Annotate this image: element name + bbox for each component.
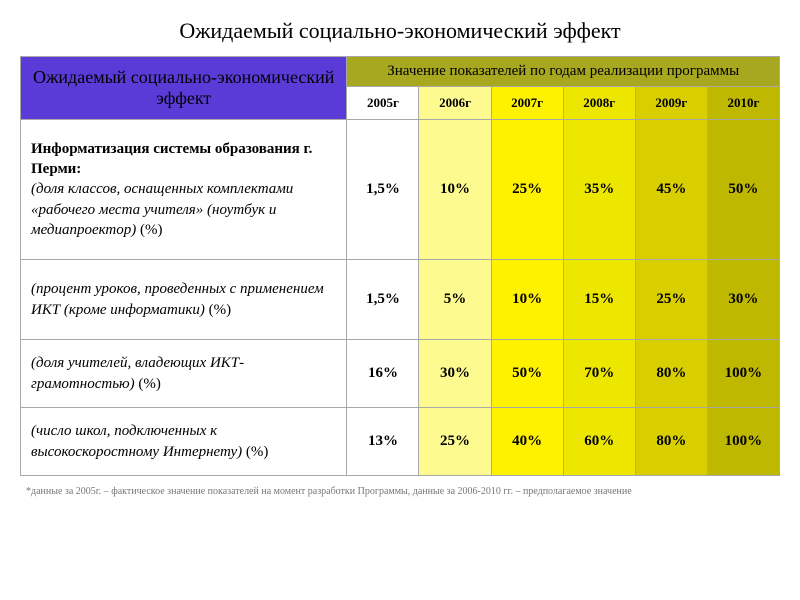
value-cell: 15% (563, 260, 635, 340)
header-year: 2010г (707, 87, 779, 120)
row-label: (процент уроков, проведенных с применени… (21, 260, 347, 340)
value-cell: 50% (707, 120, 779, 260)
row-label: Информатизация системы образования г. Пе… (21, 120, 347, 260)
value-cell: 60% (563, 408, 635, 476)
value-cell: 100% (707, 340, 779, 408)
header-year: 2007г (491, 87, 563, 120)
row-label-tail: (%) (136, 222, 162, 238)
value-cell: 70% (563, 340, 635, 408)
value-cell: 45% (635, 120, 707, 260)
value-cell: 1,5% (347, 260, 419, 340)
table-body: Информатизация системы образования г. Пе… (21, 120, 780, 476)
header-span-label: Значение показателей по годам реализации… (347, 57, 780, 87)
table-row: (число школ, подключенных к высокоскорос… (21, 408, 780, 476)
value-cell: 16% (347, 340, 419, 408)
table-head: Ожидаемый социально-экономический эффект… (21, 57, 780, 120)
header-year: 2009г (635, 87, 707, 120)
header-year: 2006г (419, 87, 491, 120)
row-label: (число школ, подключенных к высокоскорос… (21, 408, 347, 476)
value-cell: 40% (491, 408, 563, 476)
row-label-tail: (%) (242, 444, 268, 460)
value-cell: 10% (491, 260, 563, 340)
header-year: 2008г (563, 87, 635, 120)
header-row-label: Ожидаемый социально-экономический эффект (21, 57, 347, 120)
value-cell: 1,5% (347, 120, 419, 260)
value-cell: 13% (347, 408, 419, 476)
row-label-tail: (%) (135, 376, 161, 392)
page-title: Ожидаемый социально-экономический эффект (20, 18, 780, 44)
effects-table: Ожидаемый социально-экономический эффект… (20, 56, 780, 476)
row-label-strong: Информатизация системы образования г. Пе… (31, 141, 312, 177)
value-cell: 25% (419, 408, 491, 476)
value-cell: 30% (707, 260, 779, 340)
row-label-italic: (процент уроков, проведенных с применени… (31, 281, 324, 317)
value-cell: 35% (563, 120, 635, 260)
value-cell: 80% (635, 408, 707, 476)
value-cell: 80% (635, 340, 707, 408)
table-row: Информатизация системы образования г. Пе… (21, 120, 780, 260)
row-label-italic: (число школ, подключенных к высокоскорос… (31, 423, 242, 459)
header-row-1: Ожидаемый социально-экономический эффект… (21, 57, 780, 87)
slide: Ожидаемый социально-экономический эффект… (0, 0, 800, 505)
row-label: (доля учителей, владеющих ИКТ-грамотност… (21, 340, 347, 408)
row-label-tail: (%) (205, 302, 231, 318)
table-row: (процент уроков, проведенных с применени… (21, 260, 780, 340)
value-cell: 50% (491, 340, 563, 408)
value-cell: 100% (707, 408, 779, 476)
value-cell: 30% (419, 340, 491, 408)
footnote: *данные за 2005г. – фактическое значение… (20, 486, 780, 497)
header-year: 2005г (347, 87, 419, 120)
value-cell: 25% (491, 120, 563, 260)
table-row: (доля учителей, владеющих ИКТ-грамотност… (21, 340, 780, 408)
value-cell: 25% (635, 260, 707, 340)
value-cell: 5% (419, 260, 491, 340)
value-cell: 10% (419, 120, 491, 260)
